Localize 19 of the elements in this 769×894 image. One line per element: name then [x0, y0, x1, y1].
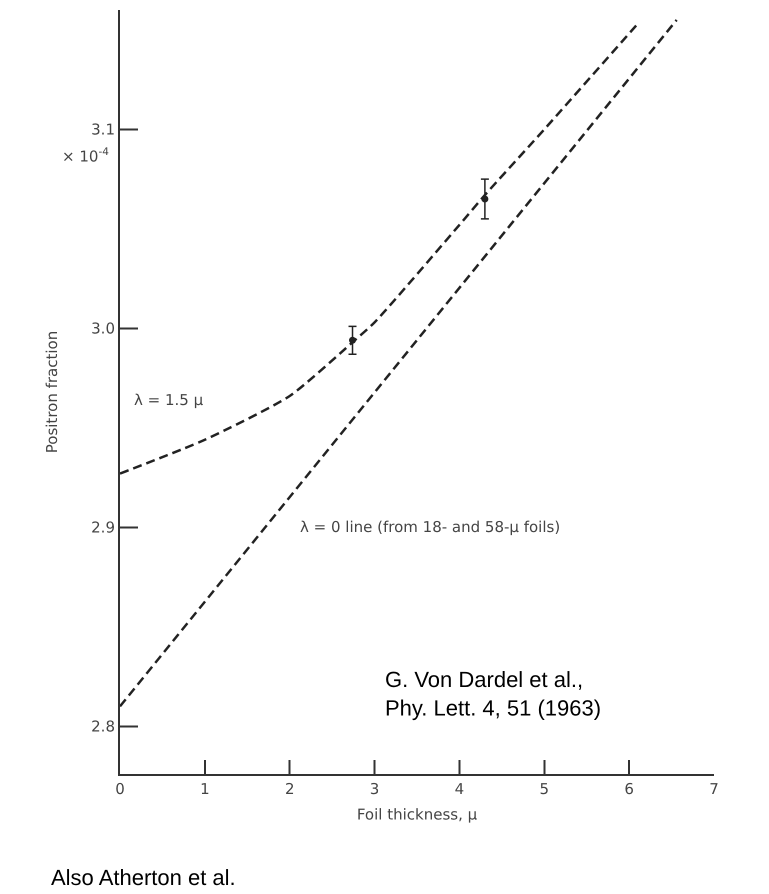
- x-axis-title: Foil thickness, μ: [356, 806, 478, 824]
- x-tick-label: 7: [709, 780, 719, 798]
- annotation: G. Von Dardel et al., Phy. Lett. 4, 51 (1963): [385, 667, 602, 721]
- x-tick-label: 0: [115, 780, 125, 798]
- y-axis-title: Positron fraction: [42, 330, 61, 454]
- text: × 10$^{-4}$: [62, 146, 110, 166]
- y-tick-label: 3.0: [91, 320, 115, 338]
- annotation: λ = 1.5 μ: [134, 391, 204, 409]
- x-tick-label: 6: [624, 780, 634, 798]
- x-tick-label: 3: [370, 780, 380, 798]
- y-tick-label: 3.1: [91, 120, 115, 139]
- y-tick-label: 2.9: [91, 518, 115, 537]
- x-tick-label: 5: [540, 780, 550, 798]
- y-tick-label: 2.8: [91, 718, 115, 736]
- text: Also Atherton et al.: [51, 865, 236, 890]
- x-tick-label: 4: [454, 780, 464, 798]
- annotation: λ = 0 line (from 18- and 58-μ foils): [300, 518, 560, 536]
- x-tick-label: 2: [284, 780, 294, 798]
- x-tick-label: 1: [200, 780, 210, 798]
